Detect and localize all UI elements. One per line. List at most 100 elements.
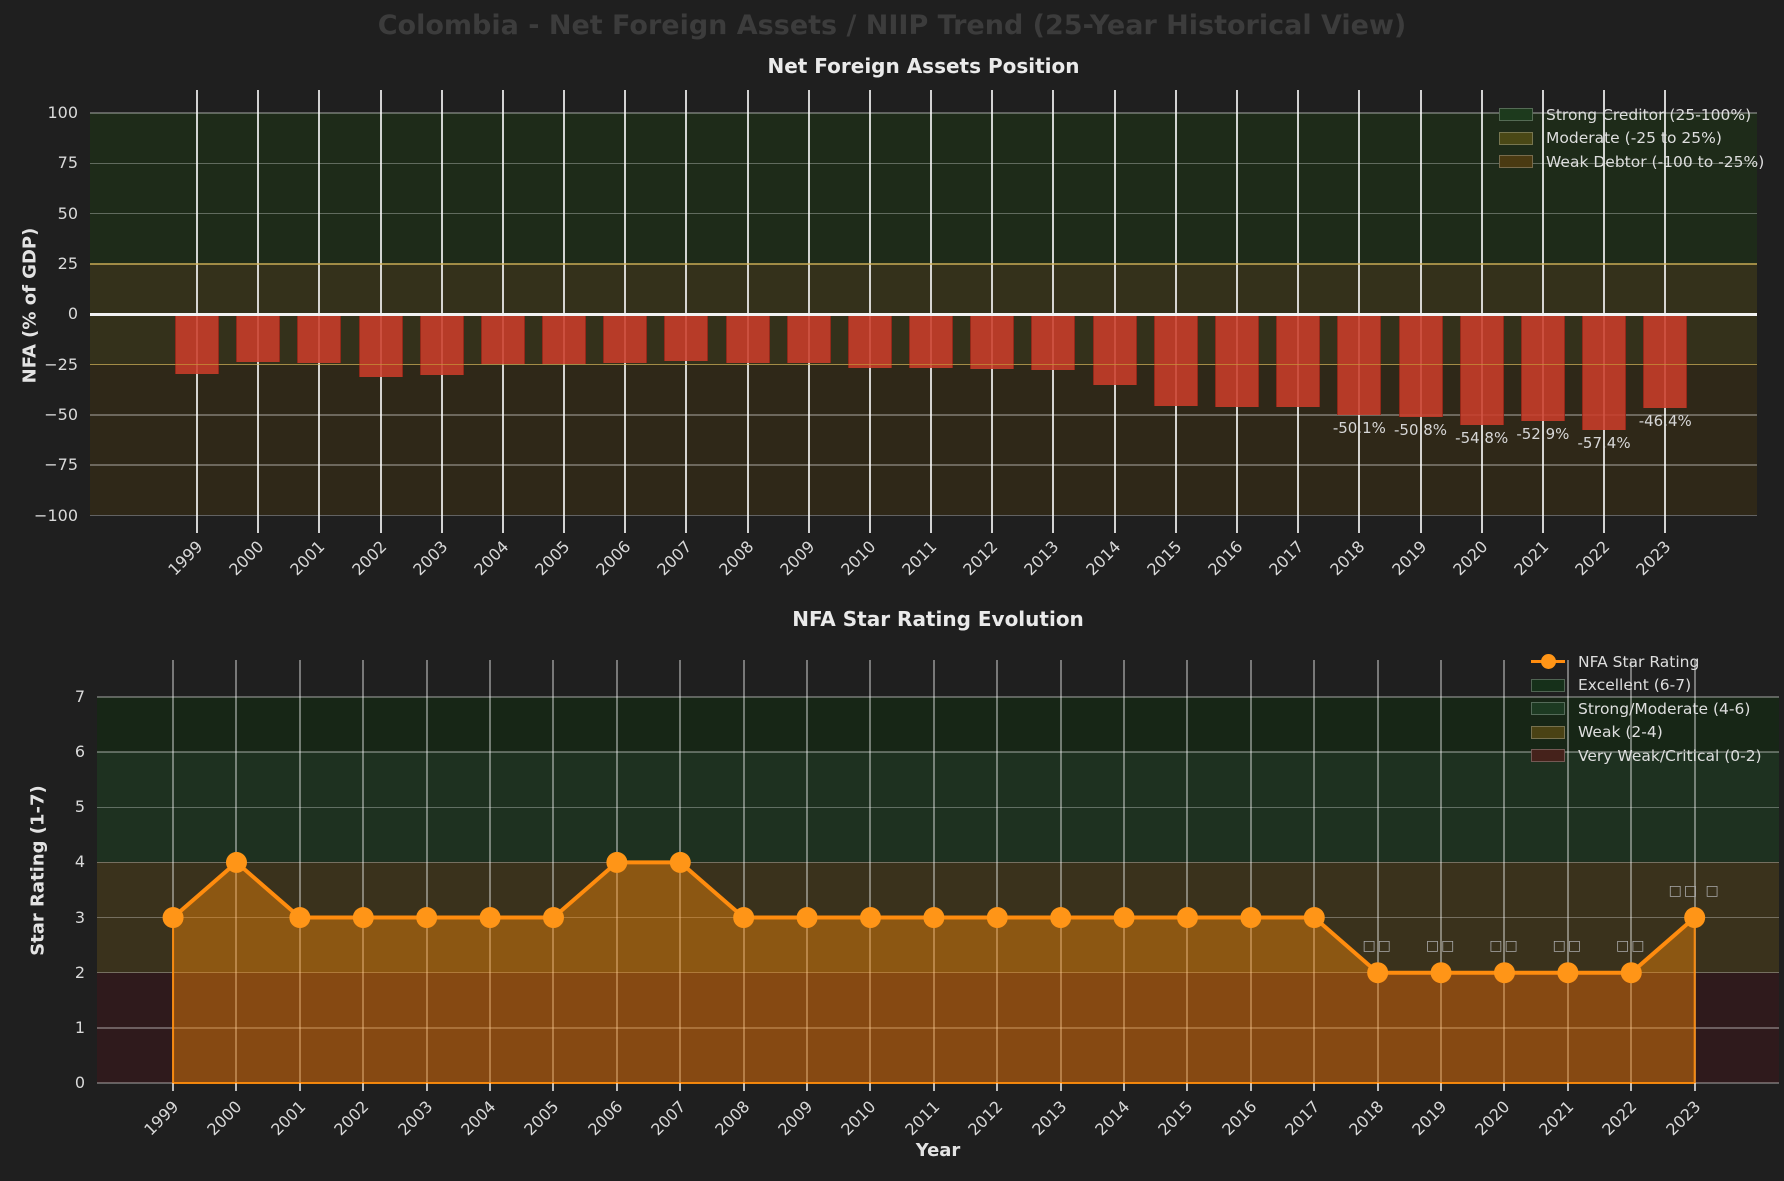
legend-swatch xyxy=(1531,749,1565,763)
x-tick-label: 2015 xyxy=(1143,536,1186,579)
rating-marker-2014 xyxy=(1113,907,1135,929)
rating-marker-2021 xyxy=(1557,962,1579,984)
nfa-bar-2000 xyxy=(236,314,281,362)
v-gridline xyxy=(746,90,749,533)
x-tick-label: 2004 xyxy=(470,536,513,579)
x-tick-mark xyxy=(1123,1083,1126,1091)
x-tick-mark xyxy=(235,1083,238,1091)
figure-title: Colombia - Net Foreign Assets / NIIP Tre… xyxy=(377,10,1407,41)
v-gridline xyxy=(1174,90,1177,533)
nfa-bar-2002 xyxy=(358,314,403,377)
v-gridline xyxy=(1566,660,1569,1091)
legend-item: Weak (2-4) xyxy=(1531,721,1762,745)
star-annotation-2019: □□ xyxy=(1425,937,1457,954)
nfa-bar-2014 xyxy=(1092,314,1137,385)
star-annotation-2022: □□ xyxy=(1616,937,1647,954)
bar-value-label: -50.8% xyxy=(1393,420,1448,439)
h-gridline xyxy=(97,861,1779,864)
y-tick-label: 4 xyxy=(74,852,85,872)
nfa-bar-2013 xyxy=(1031,314,1076,370)
v-gridline xyxy=(1541,90,1544,533)
star-rating-plot-area: □□ □□ □□ □□ □□ □□ □ xyxy=(97,660,1779,1091)
y-tick-label: 3 xyxy=(74,907,85,927)
legend-item: Weak Debtor (-100 to -25%) xyxy=(1499,150,1764,174)
nfa-bar-1999 xyxy=(175,314,220,374)
x-tick-mark xyxy=(806,1083,809,1091)
x-tick-label: 2010 xyxy=(837,536,880,579)
legend-label: Excellent (6-7) xyxy=(1578,676,1692,695)
rating-marker-2000 xyxy=(225,851,247,873)
v-gridline xyxy=(1630,660,1633,1091)
x-tick-mark xyxy=(172,1083,175,1091)
zero-line xyxy=(90,312,1757,316)
v-gridline xyxy=(501,90,504,533)
nfa-bar-2007 xyxy=(664,314,709,361)
nfa-bar-2019 xyxy=(1398,314,1443,417)
x-tick-label: 2017 xyxy=(1265,536,1308,579)
nfa-bar-2016 xyxy=(1215,314,1260,407)
v-gridline xyxy=(996,660,999,1091)
legend-label: Moderate (-25 to 25%) xyxy=(1546,129,1722,148)
v-gridline xyxy=(440,90,443,533)
x-tick-mark xyxy=(1440,1083,1443,1091)
background-band-excellent-6-7- xyxy=(97,696,1779,753)
nfa-bar-2009 xyxy=(786,314,831,363)
rating-marker-2016 xyxy=(1240,907,1262,929)
legend-label: Very Weak/Critical (0-2) xyxy=(1578,746,1762,765)
rating-marker-2011 xyxy=(923,907,945,929)
x-tick-label: 2013 xyxy=(1020,536,1063,579)
bar-value-label: -52.9% xyxy=(1516,424,1570,443)
x-tick-mark xyxy=(1566,1083,1569,1091)
rating-marker-2003 xyxy=(416,907,438,929)
h-gridline xyxy=(90,414,1757,416)
rating-marker-2022 xyxy=(1620,962,1642,984)
x-tick-label: 2001 xyxy=(286,536,329,579)
x-tick-label: 2020 xyxy=(1448,536,1492,579)
chart2-x-axis-label: Year xyxy=(915,1140,961,1161)
rating-marker-2004 xyxy=(479,907,501,929)
y-tick-label: 75 xyxy=(57,153,78,173)
rating-marker-2001 xyxy=(289,907,311,929)
v-gridline xyxy=(1313,660,1316,1091)
band-boundary-line xyxy=(90,263,1757,265)
v-gridline xyxy=(806,660,809,1091)
v-gridline xyxy=(685,90,688,533)
star-annotation-2023: □□ □ xyxy=(1668,882,1721,899)
v-gridline xyxy=(563,90,566,533)
v-gridline xyxy=(298,660,301,1091)
x-tick-label: 2018 xyxy=(1326,536,1369,579)
nfa-bar-2010 xyxy=(847,314,892,368)
x-tick-mark xyxy=(679,1083,682,1091)
legend-label: Strong/Moderate (4-6) xyxy=(1578,699,1751,718)
v-gridline xyxy=(172,660,175,1091)
v-gridline xyxy=(869,660,872,1091)
x-tick-mark xyxy=(1503,1083,1506,1091)
v-gridline xyxy=(257,90,260,533)
nfa-bar-2011 xyxy=(909,314,954,368)
v-gridline xyxy=(615,660,618,1091)
legend-item: Very Weak/Critical (0-2) xyxy=(1531,744,1762,768)
rating-marker-2007 xyxy=(669,851,691,873)
x-tick-mark xyxy=(552,1083,555,1091)
rating-marker-2008 xyxy=(733,907,755,929)
y-tick-label: 0 xyxy=(67,304,78,324)
v-gridline xyxy=(1059,660,1062,1091)
h-gridline xyxy=(90,464,1757,466)
v-gridline xyxy=(807,90,810,533)
legend-item: Strong/Moderate (4-6) xyxy=(1531,697,1762,721)
v-gridline xyxy=(1664,90,1667,533)
y-tick-label: 1 xyxy=(74,1017,85,1037)
x-tick-mark xyxy=(615,1083,618,1091)
h-gridline xyxy=(90,514,1757,517)
legend-item-series: NFA Star Rating xyxy=(1531,650,1762,674)
x-tick-mark xyxy=(869,1083,872,1091)
x-tick-mark xyxy=(1249,1083,1252,1091)
v-gridline xyxy=(1186,660,1189,1091)
nfa-bar-2021 xyxy=(1520,314,1565,421)
v-gridline xyxy=(1419,90,1422,533)
legend-item: Strong Creditor (25-100%) xyxy=(1499,103,1764,127)
chart2-title: NFA Star Rating Evolution xyxy=(792,607,1084,631)
h-gridline xyxy=(97,1027,1779,1029)
v-gridline xyxy=(1358,90,1361,533)
rating-marker-2009 xyxy=(796,907,818,929)
